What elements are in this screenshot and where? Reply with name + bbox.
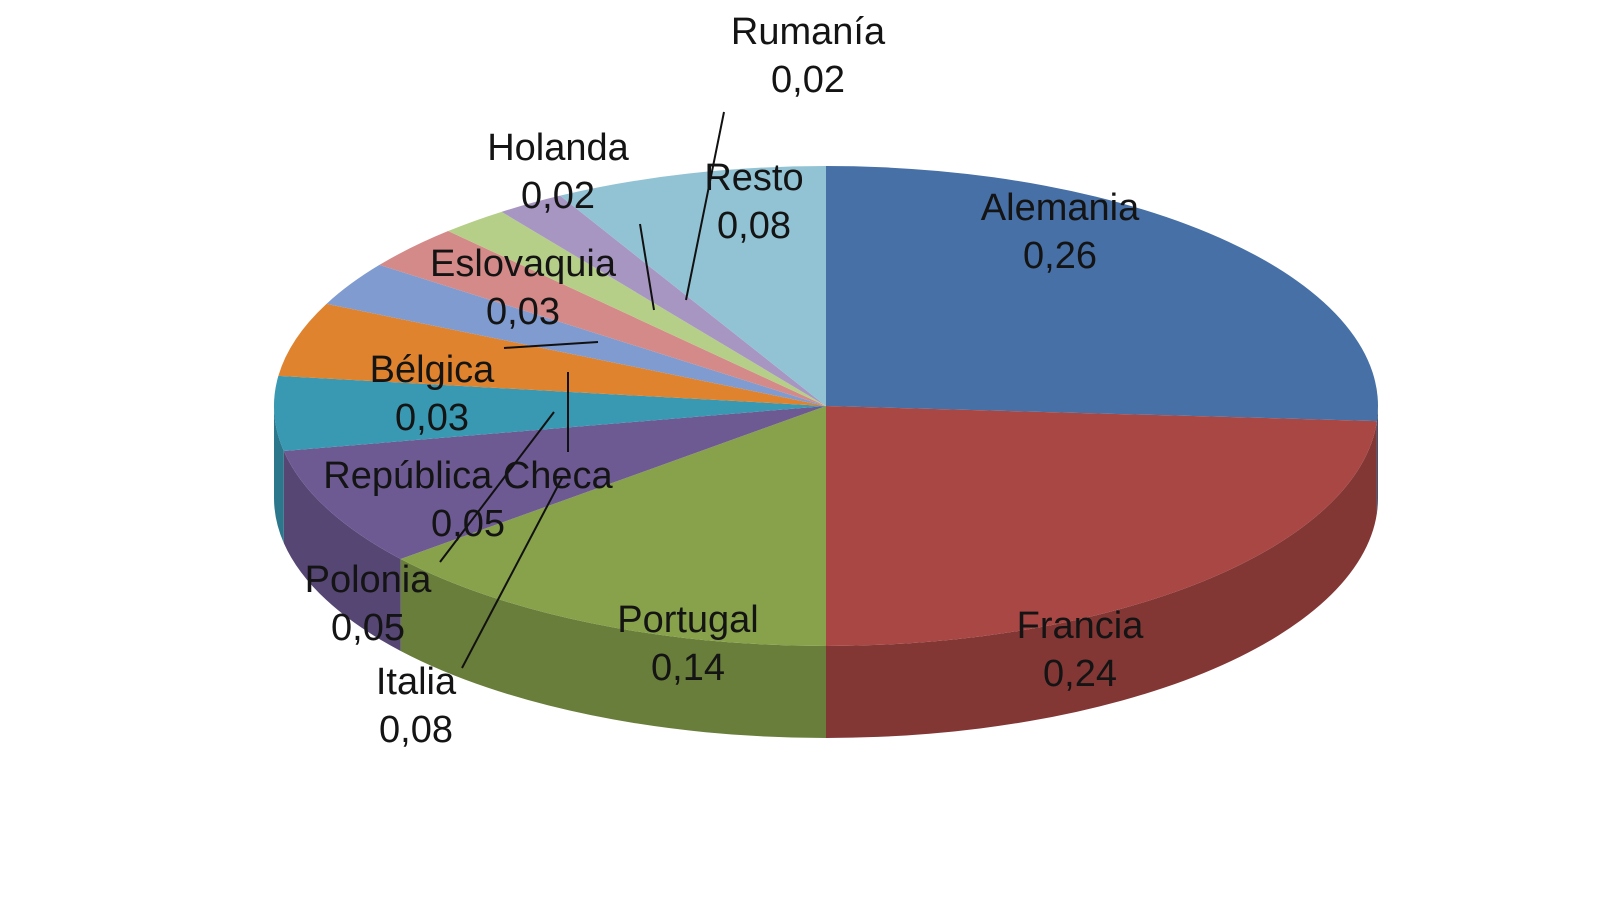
slice-label-resto: Resto [704, 157, 803, 199]
slice-value-italia: 0,08 [379, 709, 453, 751]
slice-label-holanda: Holanda [487, 127, 629, 169]
slice-value-holanda: 0,02 [521, 175, 595, 217]
slice-value-rumania: 0,02 [771, 59, 845, 101]
slice-eslovaquia [379, 231, 826, 406]
slice-label-portugal: Portugal [617, 599, 759, 641]
slice-value-eslovaquia: 0,03 [486, 291, 560, 333]
leader-line-italia [461, 477, 563, 669]
slice-italia [283, 406, 826, 559]
slice-value-republica-checa: 0,05 [431, 503, 505, 545]
slice-rumania [501, 195, 826, 406]
slice-alemania [826, 166, 1378, 422]
slice-resto [560, 166, 826, 406]
slice-value-alemania: 0,26 [1023, 235, 1097, 277]
slice-label-francia: Francia [1017, 605, 1145, 647]
slice-francia [826, 406, 1377, 646]
slice-label-republica-checa: República Checa [323, 455, 613, 497]
slice-value-resto: 0,08 [717, 205, 791, 247]
slice-side-portugal [400, 558, 826, 738]
slice-side-alemania [1376, 406, 1378, 514]
slice-belgica [326, 264, 826, 406]
slice-portugal [400, 406, 826, 646]
pie-tops [274, 166, 1378, 646]
slice-label-eslovaquia: Eslovaquia [430, 243, 617, 285]
slice-side-italia [283, 450, 401, 651]
data-labels: Alemania 0,26 Francia 0,24 Portugal 0,14 Itali… [305, 11, 1145, 751]
slice-label-italia: Italia [376, 661, 457, 703]
leader-line-rumania [685, 111, 725, 301]
slice-value-belgica: 0,03 [395, 397, 469, 439]
slice-value-polonia: 0,05 [331, 607, 405, 649]
slice-label-alemania: Alemania [981, 187, 1140, 229]
slice-label-rumania: Rumanía [731, 11, 886, 53]
leader-line-eslovaquia [639, 223, 655, 311]
slice-republica-checa [278, 303, 827, 406]
slice-value-francia: 0,24 [1043, 653, 1117, 695]
slice-side-polonia [274, 406, 284, 543]
slice-label-belgica: Bélgica [370, 349, 495, 391]
slice-label-polonia: Polonia [305, 559, 433, 601]
leader-lines [439, 111, 725, 669]
leader-line-polonia [439, 411, 555, 563]
slice-value-portugal: 0,14 [651, 647, 725, 689]
slice-side-francia [826, 421, 1377, 738]
leader-line-belgica [503, 341, 599, 349]
slice-holanda [448, 211, 826, 406]
slice-polonia [274, 375, 826, 451]
pie-sides [274, 406, 1378, 738]
